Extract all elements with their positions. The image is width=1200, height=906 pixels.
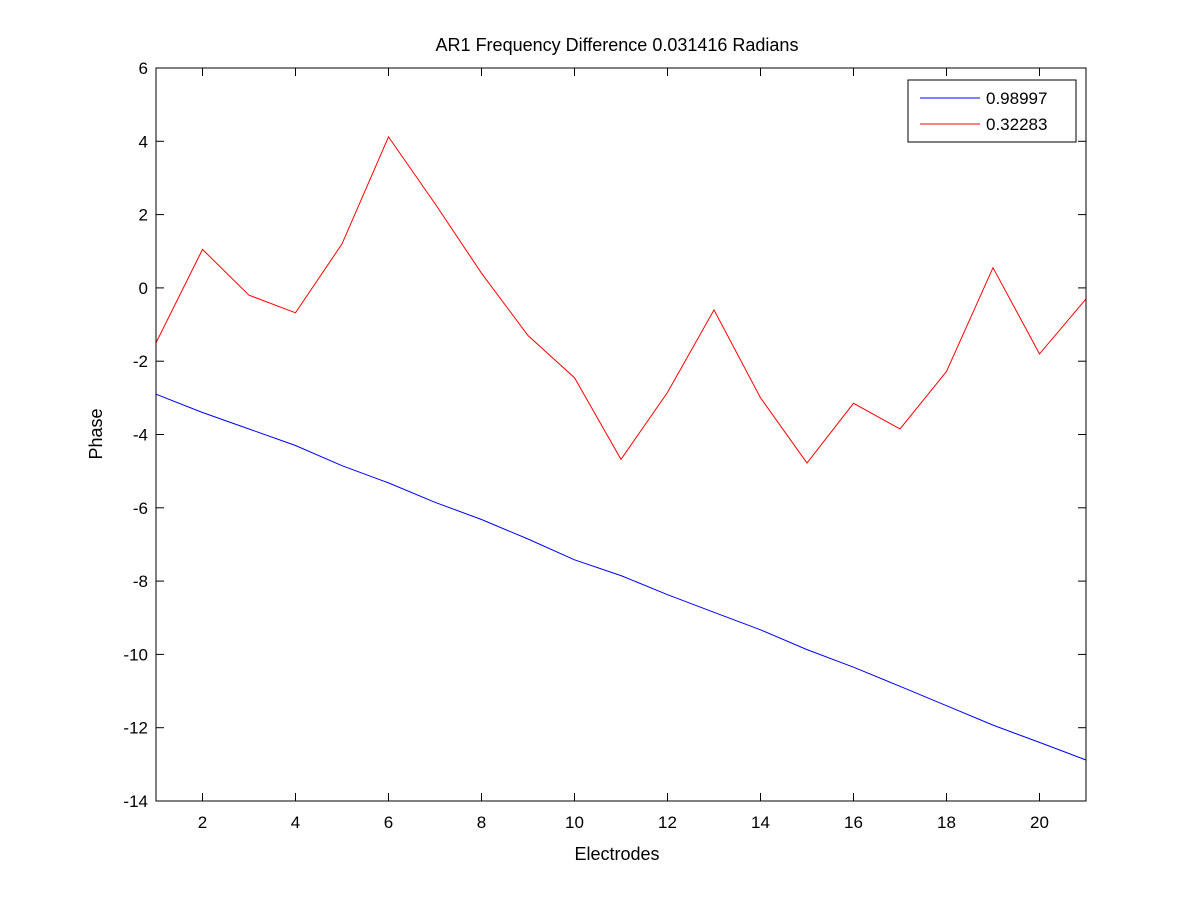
y-tick-label: 6: [139, 59, 148, 78]
x-tick-label: 16: [844, 813, 863, 832]
axes-layer: 2 4 6 8 10 12 14 16 18 20 -14 -12 -10 -8 -6 -4 -2 0 2 4 6: [123, 59, 1087, 832]
legend-label-1: 0.98997: [986, 89, 1047, 108]
x-tick-label: 10: [565, 813, 584, 832]
x-tick-label: 18: [937, 813, 956, 832]
x-tick-label: 6: [384, 813, 393, 832]
y-tick-label: 4: [139, 132, 148, 151]
x-axis-label: Electrodes: [574, 844, 659, 864]
y-tick-label: 2: [139, 206, 148, 225]
x-tick-label: 14: [751, 813, 770, 832]
x-tick-label: 12: [658, 813, 677, 832]
legend: 0.98997 0.32283: [907, 79, 1077, 143]
y-tick-label: 0: [139, 279, 148, 298]
legend-label-2: 0.32283: [986, 115, 1047, 134]
series-layer: [155, 135, 1087, 761]
series-line-2: [155, 135, 1087, 464]
y-tick-label: -12: [123, 719, 148, 738]
legend-box: [907, 79, 1077, 143]
plot-background: [156, 68, 1086, 801]
x-tick-label: 20: [1030, 813, 1049, 832]
y-tick-label: -8: [133, 572, 148, 591]
y-tick-label: -2: [133, 352, 148, 371]
y-tick-label: -6: [133, 499, 148, 518]
x-tick-label: 4: [291, 813, 300, 832]
x-tick-label: 8: [477, 813, 486, 832]
x-tick-label: 2: [198, 813, 207, 832]
chart-title: AR1 Frequency Difference 0.031416 Radian…: [436, 35, 799, 55]
y-tick-label: -14: [123, 792, 148, 811]
series-line-1: [155, 393, 1087, 761]
y-axis-label: Phase: [86, 408, 106, 459]
plot-area: [156, 68, 1086, 801]
y-tick-label: -10: [123, 645, 148, 664]
y-tick-label: -4: [133, 426, 148, 445]
